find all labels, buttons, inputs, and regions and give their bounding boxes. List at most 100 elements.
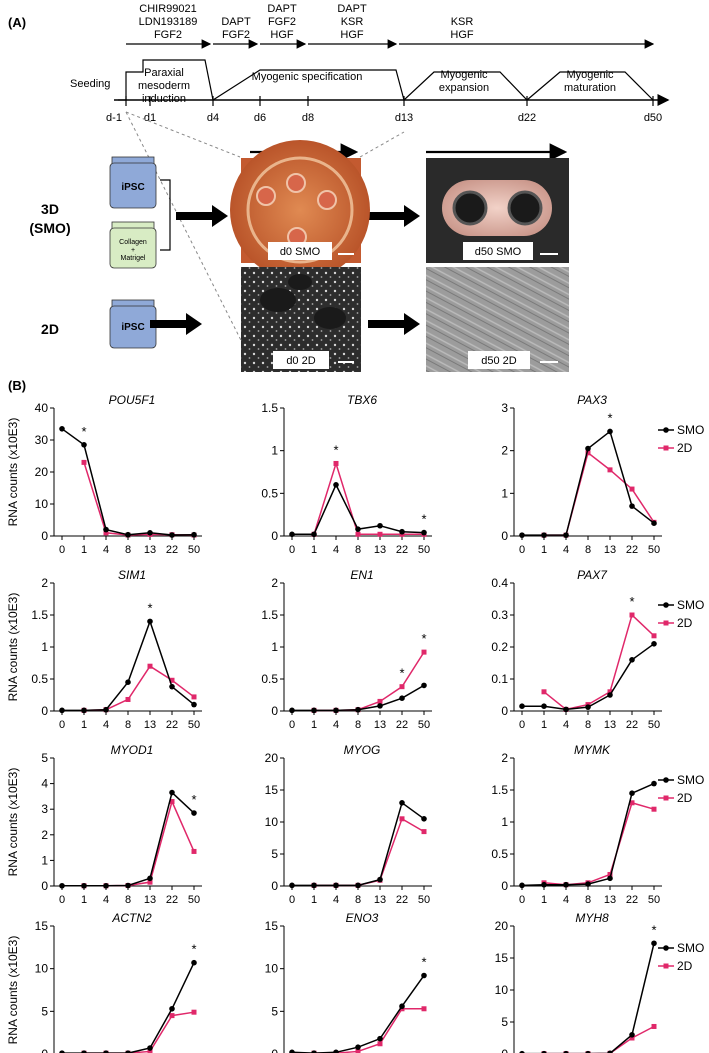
point-SMO (541, 532, 547, 538)
x-tick-label: 1 (311, 544, 317, 556)
x-tick-label: 1 (541, 544, 547, 556)
stage-paraxial-3: induction (142, 93, 186, 105)
treatment-5-line-1: KSR (451, 16, 474, 28)
series-line-SMO (522, 643, 655, 711)
point-SMO (629, 790, 635, 796)
x-tick-label: 1 (81, 719, 87, 731)
point-SMO (169, 789, 175, 796)
point-SMO (81, 707, 87, 714)
tick-label-d6: d6 (254, 112, 266, 124)
chart-SIM1: 0 0.5 1 1.5 2 0 1 4 8 13 22 50 SIM1 * RNA counts (x10E… (6, 568, 202, 731)
chart-title: ENO3 (346, 911, 379, 925)
stage-myogenic-maturation-2: maturation (564, 82, 616, 94)
photo-label-d0-smo: d0 SMO (280, 246, 321, 258)
point-2D (355, 1048, 361, 1053)
y-tick-label: 15 (265, 919, 279, 933)
point-SMO (147, 875, 153, 882)
x-tick-label: 4 (333, 544, 339, 556)
y-tick-label: 1 (501, 486, 508, 500)
legend-marker-SMO (663, 945, 669, 951)
point-2D (147, 879, 153, 885)
point-SMO (607, 428, 613, 435)
point-SMO (147, 618, 153, 625)
point-SMO (59, 707, 65, 714)
chart-title: PAX7 (577, 568, 608, 582)
x-tick-label: 1 (311, 719, 317, 731)
legend-label-SMO: SMO (677, 773, 704, 787)
legend-marker-2D (663, 963, 669, 969)
point-SMO (519, 882, 525, 889)
combine-bracket (160, 179, 171, 251)
treatment-4-line-1: DAPT (337, 3, 367, 15)
point-SMO (377, 876, 383, 883)
x-tick-label: 22 (626, 894, 638, 906)
legend-label-SMO: SMO (677, 598, 704, 612)
y-tick-label: 1 (41, 853, 48, 867)
legend-label-2D: 2D (677, 441, 693, 455)
legend-label-2D: 2D (677, 791, 693, 805)
x-tick-label: 50 (648, 719, 660, 731)
photo-label-d50-smo: d50 SMO (475, 246, 522, 258)
point-SMO (333, 1049, 339, 1053)
series-line-SMO (521, 782, 655, 887)
x-tick-label: 4 (563, 544, 569, 556)
point-2D (169, 799, 175, 805)
arrow-2d-to-d0 (150, 313, 202, 335)
legend-label-2D: 2D (677, 616, 693, 630)
y-tick-label: 1.5 (261, 608, 278, 622)
point-SMO (399, 800, 405, 806)
point-2D (651, 806, 657, 812)
photo-label-d0-2d: d0 2D (286, 355, 315, 367)
point-SMO (289, 882, 295, 889)
y-tick-label: 0 (41, 704, 48, 718)
point-SMO (169, 1005, 175, 1012)
point-SMO (289, 707, 295, 714)
x-tick-label: 22 (396, 719, 408, 731)
x-tick-label: 0 (59, 894, 65, 906)
significance-asterisk: * (333, 442, 338, 457)
point-SMO (81, 882, 87, 889)
point-2D (651, 1023, 657, 1029)
x-tick-label: 4 (103, 894, 109, 906)
treatment-2-line-1: DAPT (221, 16, 251, 28)
chart-EN1: 0 0.5 1 1.5 2 0 1 4 8 13 22 50 EN1 * * (261, 568, 432, 731)
tick-label-d4: d4 (207, 112, 219, 124)
chart-POU5F1: 0 10 20 30 40 0 1 4 8 13 22 50 POU5F1 * RNA counts (x1… (6, 393, 202, 556)
point-SMO (59, 1050, 65, 1053)
x-tick-label: 50 (418, 894, 430, 906)
point-2D (585, 450, 591, 456)
chart-title: SIM1 (118, 568, 146, 582)
x-tick-label: 1 (81, 544, 87, 556)
y-tick-label: 0 (501, 529, 508, 543)
point-SMO (191, 810, 197, 816)
point-SMO (629, 657, 635, 663)
chart-title: ACTN2 (111, 911, 152, 925)
matrix-label-1: Collagen (119, 239, 147, 246)
series-line-2D (83, 462, 195, 536)
treatment-3-line-2: FGF2 (268, 16, 296, 28)
point-SMO (585, 881, 591, 887)
chart-title: TBX6 (347, 393, 377, 407)
point-2D (333, 460, 339, 466)
y-tick-label: 5 (501, 1015, 508, 1029)
x-tick-label: 8 (125, 719, 131, 731)
point-2D (607, 467, 613, 473)
x-tick-label: 4 (333, 719, 339, 731)
point-SMO (81, 1050, 87, 1053)
y-tick-label: 1.5 (31, 608, 48, 622)
point-SMO (191, 701, 197, 708)
photo-d0-smo: d0 SMO (230, 140, 370, 280)
point-SMO (355, 1044, 361, 1050)
point-SMO (311, 1050, 317, 1053)
series-line-SMO (291, 975, 425, 1053)
point-SMO (563, 1050, 569, 1053)
chart-TBX6: 0 0.5 1 1.5 0 1 4 8 13 22 50 TBX6 * * (261, 393, 432, 556)
stage-bracket-line (118, 59, 654, 102)
x-tick-label: 13 (604, 719, 616, 731)
point-SMO (191, 959, 197, 966)
arrow-d0smo-to-d50smo (368, 205, 420, 227)
point-SMO (519, 532, 525, 538)
significance-asterisk: * (421, 631, 426, 646)
x-tick-label: 8 (125, 894, 131, 906)
series-line-2D (543, 613, 655, 711)
